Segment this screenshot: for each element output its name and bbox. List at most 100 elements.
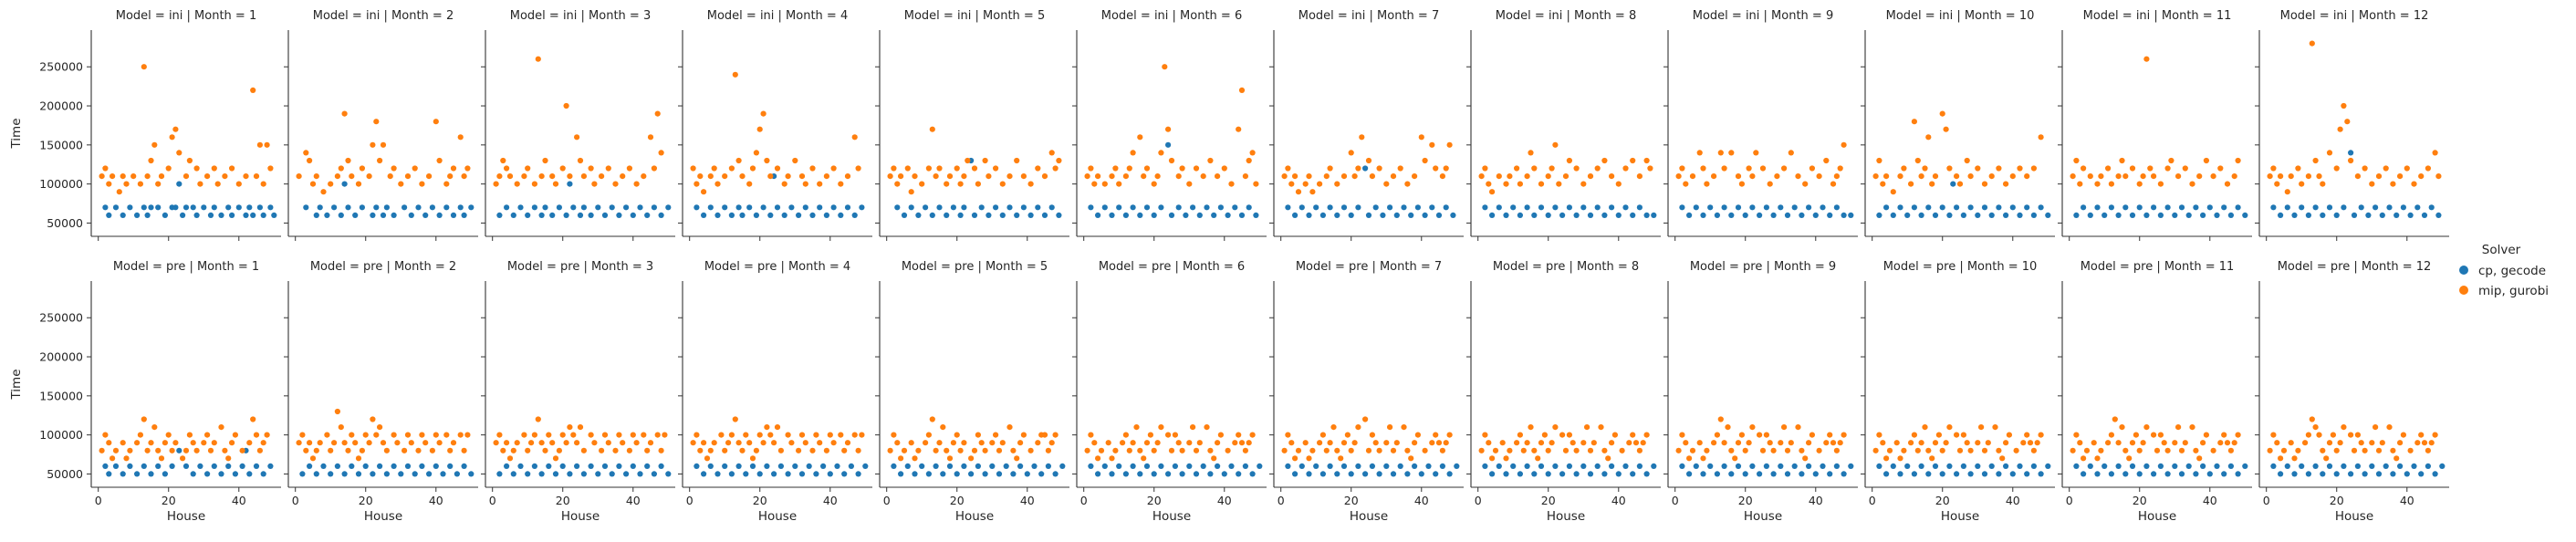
- data-point-cp-gecode: [391, 463, 397, 469]
- data-point-mip-gurobi: [2305, 432, 2311, 438]
- data-point-cp-gecode: [1292, 212, 1298, 218]
- data-point-mip-gurobi: [2115, 173, 2122, 180]
- data-point-mip-gurobi: [1981, 181, 1988, 187]
- data-point-cp-gecode: [1594, 463, 1601, 469]
- data-point-mip-gurobi: [391, 165, 397, 172]
- data-point-mip-gurobi: [2203, 157, 2209, 164]
- data-point-mip-gurobi: [1643, 432, 1650, 438]
- data-point-cp-gecode: [1503, 212, 1509, 218]
- data-point-mip-gurobi: [707, 447, 714, 453]
- data-point-mip-gurobi: [1112, 447, 1119, 453]
- data-point-mip-gurobi: [2288, 173, 2294, 180]
- data-point-cp-gecode: [383, 204, 390, 211]
- data-point-cp-gecode: [457, 204, 464, 211]
- x-axis-label: House: [561, 509, 600, 524]
- data-point-mip-gurobi: [1757, 432, 1763, 438]
- data-point-mip-gurobi: [493, 181, 499, 187]
- data-point-cp-gecode: [2299, 204, 2305, 211]
- data-point-mip-gurobi: [2034, 440, 2040, 446]
- data-point-cp-gecode: [1313, 463, 1319, 469]
- data-point-cp-gecode: [1700, 212, 1706, 218]
- data-point-cp-gecode: [1890, 463, 1896, 469]
- data-point-cp-gecode: [753, 212, 760, 218]
- data-point-mip-gurobi: [1897, 173, 1903, 180]
- data-point-mip-gurobi: [141, 64, 147, 70]
- data-point-cp-gecode: [707, 204, 714, 211]
- data-point-mip-gurobi: [1429, 141, 1435, 148]
- data-point-cp-gecode: [172, 204, 179, 211]
- data-point-mip-gurobi: [855, 447, 861, 453]
- data-point-mip-gurobi: [1408, 455, 1414, 462]
- data-point-mip-gurobi: [1897, 455, 1903, 462]
- data-point-mip-gurobi: [722, 173, 728, 180]
- data-point-cp-gecode: [169, 463, 175, 469]
- data-point-cp-gecode: [2373, 204, 2379, 211]
- data-point-mip-gurobi: [1292, 173, 1298, 180]
- data-point-cp-gecode: [665, 204, 672, 211]
- data-point-mip-gurobi: [1052, 432, 1059, 438]
- data-point-mip-gurobi: [1340, 440, 1348, 446]
- data-point-cp-gecode: [134, 212, 141, 218]
- data-point-cp-gecode: [1355, 463, 1361, 469]
- data-point-cp-gecode: [1791, 204, 1798, 211]
- x-tick-label: 20: [1147, 494, 1162, 507]
- data-point-mip-gurobi: [1365, 447, 1372, 453]
- data-point-mip-gurobi: [493, 440, 499, 446]
- data-point-cp-gecode: [637, 204, 643, 211]
- x-tick-label: 20: [1738, 494, 1753, 507]
- data-point-cp-gecode: [1319, 212, 1326, 218]
- data-point-mip-gurobi: [239, 447, 245, 453]
- data-point-mip-gurobi: [993, 432, 999, 438]
- data-point-mip-gurobi: [1351, 440, 1358, 446]
- data-point-mip-gurobi: [1355, 165, 1361, 172]
- data-point-mip-gurobi: [2280, 447, 2288, 453]
- data-point-mip-gurobi: [887, 173, 893, 180]
- data-point-mip-gurobi: [944, 447, 950, 453]
- data-point-mip-gurobi: [1749, 173, 1756, 180]
- data-point-cp-gecode: [1158, 204, 1164, 211]
- data-point-cp-gecode: [1615, 471, 1622, 477]
- data-point-cp-gecode: [630, 212, 636, 218]
- data-point-mip-gurobi: [1943, 126, 1949, 132]
- data-point-mip-gurobi: [777, 447, 785, 453]
- data-point-mip-gurobi: [620, 440, 626, 446]
- data-point-mip-gurobi: [2077, 440, 2083, 446]
- data-point-mip-gurobi: [1133, 424, 1140, 431]
- data-point-cp-gecode: [468, 471, 475, 477]
- data-point-mip-gurobi: [2278, 455, 2284, 462]
- data-point-mip-gurobi: [211, 165, 217, 172]
- data-point-mip-gurobi: [377, 157, 383, 164]
- data-point-mip-gurobi: [2231, 440, 2237, 446]
- data-point-mip-gurobi: [641, 432, 647, 438]
- data-point-mip-gurobi: [309, 181, 317, 187]
- data-point-mip-gurobi: [352, 440, 359, 446]
- data-point-mip-gurobi: [148, 440, 154, 446]
- data-point-mip-gurobi: [971, 447, 978, 453]
- data-point-cp-gecode: [2017, 463, 2023, 469]
- data-point-mip-gurobi: [1901, 165, 1907, 172]
- data-point-mip-gurobi: [1143, 440, 1151, 446]
- data-point-cp-gecode: [1566, 204, 1572, 211]
- data-point-mip-gurobi: [767, 173, 774, 180]
- panel-title: Model = ini | Month = 5: [904, 9, 1045, 23]
- data-point-cp-gecode: [601, 463, 609, 469]
- data-point-cp-gecode: [1017, 463, 1024, 469]
- panel-title: Model = pre | Month = 4: [704, 260, 850, 274]
- data-point-cp-gecode: [637, 471, 643, 477]
- data-point-mip-gurobi: [2172, 440, 2178, 446]
- data-point-mip-gurobi: [1482, 165, 1488, 172]
- data-point-mip-gurobi: [901, 447, 908, 453]
- legend-label-cp-gecode: cp, gecode: [2478, 264, 2546, 278]
- data-point-cp-gecode: [303, 204, 309, 211]
- data-point-mip-gurobi: [461, 447, 467, 453]
- data-point-mip-gurobi: [1788, 440, 1794, 446]
- data-point-mip-gurobi: [130, 173, 137, 180]
- data-point-mip-gurobi: [398, 181, 404, 187]
- data-point-cp-gecode: [588, 212, 594, 218]
- data-point-cp-gecode: [352, 212, 359, 218]
- data-point-mip-gurobi: [1939, 110, 1945, 117]
- data-point-mip-gurobi: [1580, 181, 1587, 187]
- data-point-mip-gurobi: [574, 440, 580, 446]
- data-point-mip-gurobi: [1236, 126, 1242, 132]
- data-point-mip-gurobi: [2193, 447, 2199, 453]
